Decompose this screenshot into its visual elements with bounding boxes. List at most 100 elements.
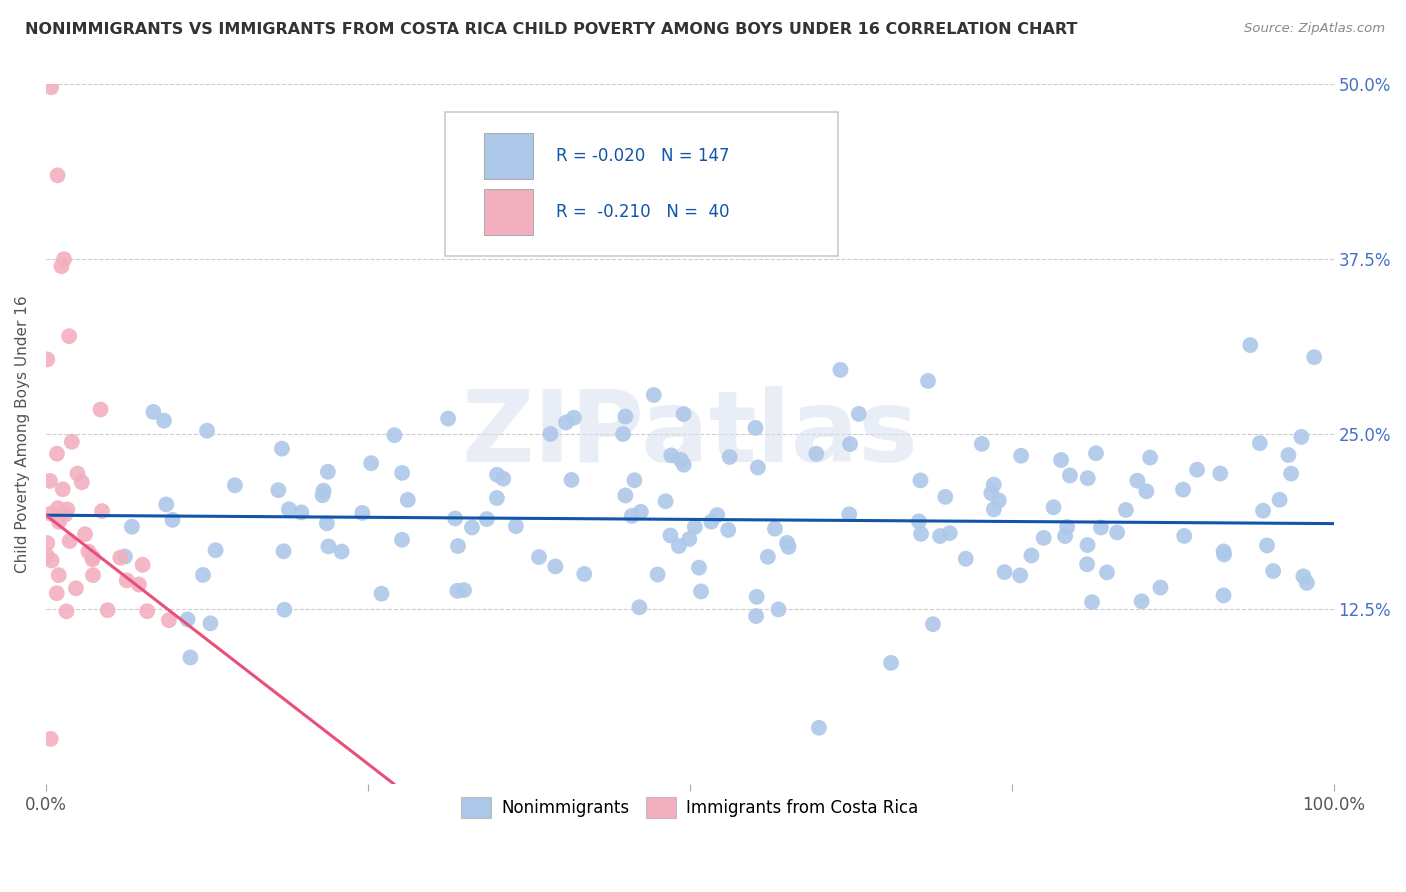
Point [114,549,136,564]
Point [136,604,159,618]
Point [970,437,993,451]
Point [37,549,59,564]
Point [1042,500,1064,515]
Point [1130,594,1153,608]
Point [1213,548,1236,562]
Point [1056,520,1078,534]
Point [562,410,585,425]
Point [678,532,700,546]
Point [1126,474,1149,488]
Point [360,456,382,470]
Point [630,505,652,519]
Point [654,494,676,508]
Text: Source: ZipAtlas.com: Source: ZipAtlas.com [1244,22,1385,36]
Point [155,498,177,512]
Point [922,617,945,632]
Point [672,407,695,421]
Point [763,522,786,536]
Point [453,583,475,598]
Point [52,483,75,497]
Point [1303,350,1326,364]
Point [65,582,87,596]
Point [1291,430,1313,444]
Point [115,574,138,588]
Point [446,583,468,598]
Point [1059,468,1081,483]
Point [53,508,76,522]
Point [1212,544,1234,558]
Point [437,411,460,425]
Point [60,434,83,449]
Point [806,447,828,461]
Point [77,544,100,558]
Point [91,504,114,518]
Point [839,437,862,451]
Point [910,526,932,541]
Point [538,427,561,442]
Point [574,566,596,581]
Point [315,516,337,531]
Point [908,514,931,528]
Point [110,550,132,565]
Point [475,512,498,526]
Point [191,568,214,582]
Point [485,491,508,505]
Point [1249,436,1271,450]
Point [384,428,406,442]
Point [938,526,960,541]
Point [46,447,69,461]
Point [273,544,295,558]
Point [312,483,335,498]
FancyBboxPatch shape [446,112,838,256]
Point [544,559,567,574]
Point [643,388,665,402]
Point [1173,529,1195,543]
Point [1085,446,1108,460]
Point [1212,588,1234,602]
Point [560,473,582,487]
Point [706,508,728,522]
Point [1209,467,1232,481]
Point [200,616,222,631]
Point [1076,538,1098,552]
Point [1010,568,1032,582]
Point [82,550,104,565]
Point [1268,492,1291,507]
Point [934,490,956,504]
Point [37,352,59,367]
Point [37,536,59,550]
Point [66,467,89,481]
Point [1076,558,1098,572]
Point [718,450,741,464]
Point [1050,453,1073,467]
Point [955,551,977,566]
Point [910,474,932,488]
Point [271,442,294,456]
Point [273,603,295,617]
Point [195,424,218,438]
Point [89,402,111,417]
Point [41,553,63,567]
Point [672,458,695,472]
Point [157,613,180,627]
Point [778,540,800,554]
Point [669,452,692,467]
Point [204,543,226,558]
Point [1279,467,1302,481]
Point [1081,595,1104,609]
Point [179,650,201,665]
Point [316,465,339,479]
Point [623,473,645,487]
FancyBboxPatch shape [484,189,533,235]
Point [1149,581,1171,595]
Point [370,587,392,601]
Point [929,529,952,543]
Point [51,259,73,273]
Point [1239,338,1261,352]
Point [162,513,184,527]
Legend: Nonimmigrants, Immigrants from Costa Rica: Nonimmigrants, Immigrants from Costa Ric… [454,790,925,824]
Point [1292,569,1315,583]
Point [1095,566,1118,580]
Point [330,544,353,558]
Point [659,449,682,463]
